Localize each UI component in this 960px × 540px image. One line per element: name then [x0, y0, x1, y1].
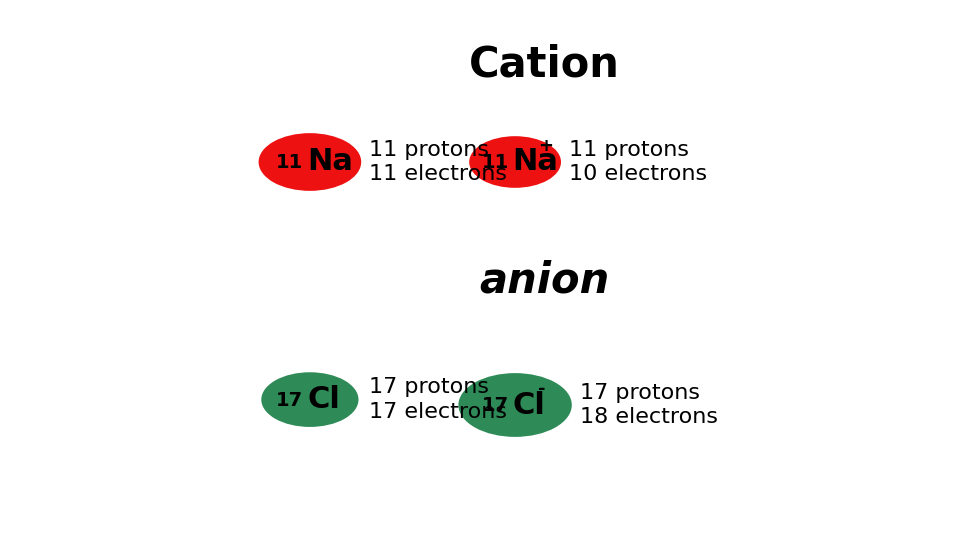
Text: 11 protons: 11 protons	[370, 140, 490, 160]
Text: 17: 17	[482, 396, 509, 415]
Text: 18 electrons: 18 electrons	[580, 407, 718, 427]
Text: Na: Na	[307, 147, 353, 177]
Text: 17 protons: 17 protons	[580, 383, 700, 403]
Text: anion: anion	[480, 260, 610, 302]
Ellipse shape	[258, 133, 361, 191]
Text: 17 protons: 17 protons	[370, 377, 490, 397]
Text: 11 protons: 11 protons	[569, 140, 689, 160]
Text: Cation: Cation	[469, 44, 620, 86]
Text: Cl: Cl	[307, 385, 340, 414]
Text: 11: 11	[481, 153, 509, 172]
Ellipse shape	[261, 372, 358, 427]
Text: 11: 11	[276, 153, 303, 172]
Ellipse shape	[469, 136, 561, 188]
Text: -: -	[538, 380, 545, 398]
Text: 17 electrons: 17 electrons	[370, 402, 507, 422]
Text: 10 electrons: 10 electrons	[569, 164, 708, 184]
Ellipse shape	[458, 373, 572, 437]
Text: 17: 17	[276, 391, 303, 410]
Text: Na: Na	[513, 147, 559, 177]
Text: Cl: Cl	[513, 390, 545, 420]
Text: 11 electrons: 11 electrons	[370, 164, 507, 184]
Text: +: +	[538, 137, 553, 155]
